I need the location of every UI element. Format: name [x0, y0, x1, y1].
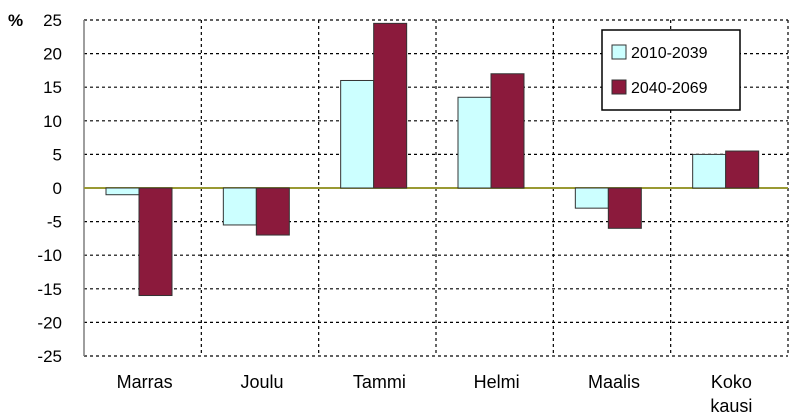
- y-tick-label-1: 20: [43, 45, 62, 64]
- x-tick-label-0: Marras: [117, 372, 173, 392]
- legend-box: [601, 29, 741, 111]
- bar-2010-2039-3: [457, 96, 492, 189]
- y-tick-label-10: -25: [37, 347, 62, 366]
- bar-2040-2069-3: [490, 73, 525, 189]
- bar-2010-2039-1: [222, 187, 257, 226]
- y-tick-label-9: -20: [37, 313, 62, 332]
- legend-label-0: 2010-2039: [631, 45, 708, 62]
- y-tick-label-8: -15: [37, 280, 62, 299]
- bars: [105, 22, 760, 297]
- legend: 2010-2039 2040-2069: [601, 29, 741, 111]
- y-tick-label-7: -10: [37, 246, 62, 265]
- y-tick-label-0: 25: [43, 11, 62, 30]
- y-tick-labels: 25 20 15 10 5 0 -5 -10 -15 -20 -25: [37, 11, 62, 366]
- bar-2010-2039-4: [574, 187, 609, 209]
- bar-2010-2039-0: [105, 187, 140, 196]
- bar-2040-2069-2: [373, 22, 408, 189]
- y-tick-label-3: 10: [43, 112, 62, 131]
- x-tick-label-3: Helmi: [474, 372, 520, 392]
- bar-2010-2039-2: [340, 79, 375, 189]
- y-unit-label: %: [8, 11, 23, 30]
- bar-2040-2069-1: [255, 187, 290, 236]
- x-tick-label-5: Koko kausi: [710, 372, 752, 416]
- x-tick-label-4: Maalis: [588, 372, 640, 392]
- legend-swatch-1: [611, 79, 627, 95]
- x-tick-labels: Marras Joulu Tammi Helmi Maalis Koko kausi: [117, 372, 753, 416]
- bar-2040-2069-0: [138, 187, 173, 297]
- y-tick-label-6: -5: [47, 213, 62, 232]
- legend-swatch-0: [611, 44, 627, 60]
- x-tick-label-1: Joulu: [240, 372, 283, 392]
- y-tick-label-5: 0: [53, 179, 62, 198]
- y-tick-label-4: 5: [53, 145, 62, 164]
- y-tick-label-2: 15: [43, 78, 62, 97]
- bar-2010-2039-5: [692, 153, 727, 189]
- bar-2040-2069-4: [607, 187, 642, 229]
- legend-label-1: 2040-2069: [631, 80, 708, 97]
- x-tick-label-2: Tammi: [353, 372, 406, 392]
- bar-2040-2069-5: [725, 150, 760, 189]
